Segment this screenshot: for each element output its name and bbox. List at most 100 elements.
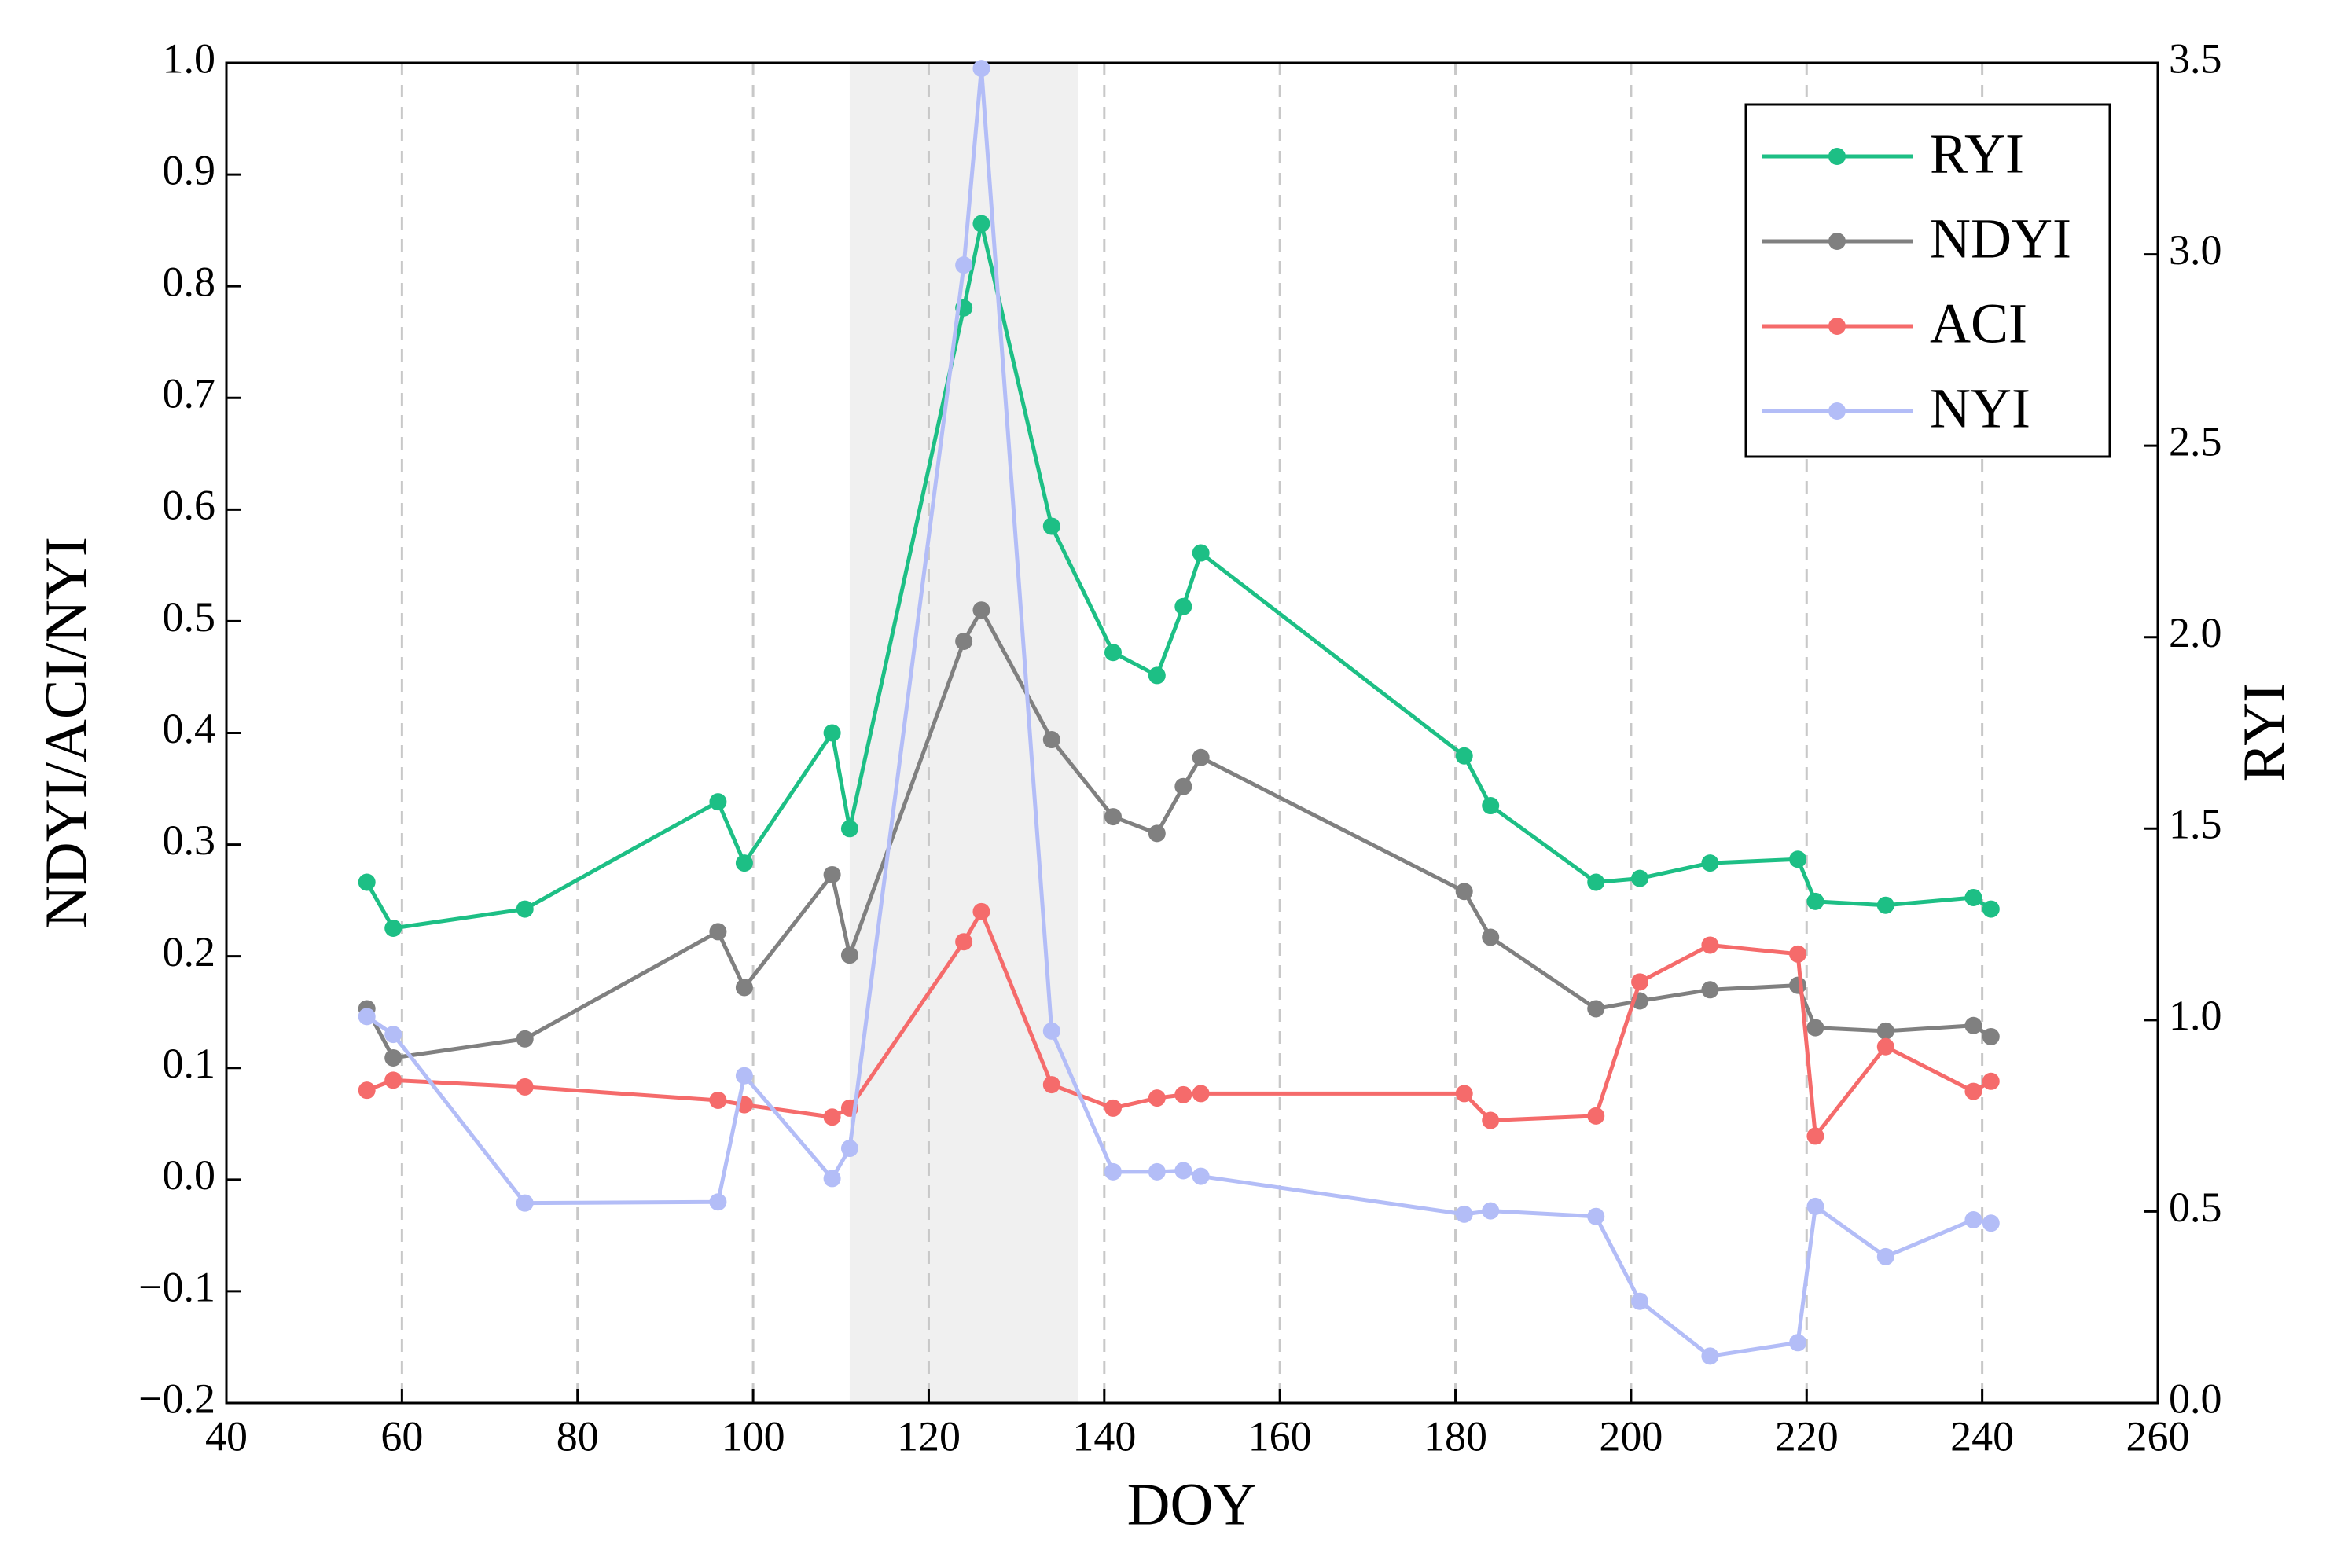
y2-tick-label: 1.5	[2169, 801, 2222, 848]
y2-tick-label: 0.5	[2169, 1184, 2222, 1231]
data-point	[1482, 928, 1500, 946]
data-point	[1587, 1107, 1605, 1125]
legend-marker	[1828, 148, 1846, 165]
x-tick-label: 60	[380, 1412, 423, 1460]
y2-tick-label: 2.5	[2169, 418, 2222, 465]
data-point	[955, 933, 973, 951]
data-point	[955, 632, 973, 650]
y-tick-label: 0.4	[163, 705, 216, 752]
data-point	[516, 1194, 534, 1212]
data-point	[1455, 1205, 1473, 1223]
series-line	[366, 909, 1993, 1138]
data-point	[840, 946, 858, 964]
x-tick-label: 40	[205, 1412, 248, 1460]
data-point	[709, 923, 727, 941]
data-point	[1192, 1085, 1210, 1103]
legend-marker	[1828, 233, 1846, 250]
data-point	[1876, 896, 1894, 914]
data-point	[384, 919, 402, 937]
data-point	[1042, 517, 1060, 535]
y-tick-label: 0.1	[163, 1040, 216, 1087]
data-point	[358, 1008, 376, 1026]
data-point	[1192, 544, 1210, 562]
legend-marker	[1828, 318, 1846, 335]
y-tick-label: 0.2	[163, 928, 216, 975]
legend-label: NYI	[1930, 377, 2030, 440]
data-point	[1701, 1347, 1719, 1365]
data-point	[1701, 981, 1719, 999]
x-axis-title: DOY	[1127, 1471, 1257, 1537]
legend-marker	[1828, 402, 1846, 420]
data-point	[1806, 892, 1824, 910]
data-point	[1631, 869, 1649, 887]
data-point	[735, 979, 753, 997]
data-point	[1876, 1022, 1894, 1040]
y-tick-label: 0.6	[163, 482, 216, 529]
data-point	[709, 1193, 727, 1211]
x-tick-label: 120	[897, 1412, 961, 1460]
data-point	[823, 1108, 841, 1126]
data-point	[1789, 945, 1807, 963]
y2-tick-label: 3.0	[2169, 226, 2222, 274]
data-point	[1701, 936, 1719, 954]
series-line	[365, 608, 1993, 1060]
data-point	[1174, 597, 1192, 615]
data-point	[384, 1048, 402, 1067]
data-point	[1982, 1214, 2000, 1232]
data-point	[1789, 1334, 1807, 1352]
data-point	[1964, 888, 1982, 906]
y2-tick-label: 0.0	[2169, 1375, 2222, 1422]
data-point	[516, 1030, 534, 1048]
data-point	[1192, 748, 1210, 766]
x-tick-label: 180	[1424, 1412, 1487, 1460]
y2-tick-label: 3.5	[2169, 35, 2222, 82]
data-point	[1876, 1037, 1894, 1056]
data-point	[1455, 1085, 1473, 1103]
x-tick-label: 260	[2126, 1412, 2190, 1460]
data-point	[1806, 1019, 1824, 1037]
data-point	[1964, 1082, 1982, 1100]
y-tick-label: 1.0	[163, 35, 216, 82]
y-axis-title: NDYI/ACI/NYI	[33, 537, 99, 928]
data-point	[972, 60, 990, 78]
data-point	[1587, 1207, 1605, 1225]
data-point	[358, 873, 376, 891]
data-point	[823, 724, 841, 742]
y2-tick-label: 2.0	[2169, 609, 2222, 656]
data-point	[1148, 666, 1166, 685]
data-point	[1482, 1202, 1500, 1220]
data-point	[1587, 873, 1605, 891]
data-point	[735, 1067, 753, 1085]
data-point	[955, 256, 973, 274]
legend-label: RYI	[1930, 123, 2024, 185]
data-point	[840, 820, 858, 838]
data-point	[1148, 1089, 1166, 1107]
data-point	[840, 1140, 858, 1158]
data-point	[1192, 1167, 1210, 1185]
data-point	[1104, 1099, 1122, 1117]
data-point	[1042, 1076, 1060, 1094]
data-point	[972, 902, 990, 920]
data-point	[1174, 1162, 1192, 1180]
data-point	[1104, 644, 1122, 662]
x-tick-label: 100	[722, 1412, 785, 1460]
y-tick-label: −0.1	[138, 1263, 215, 1310]
data-point	[709, 1091, 727, 1109]
data-point	[1806, 1127, 1824, 1145]
data-point	[358, 1081, 376, 1100]
data-point	[1042, 731, 1060, 749]
data-point	[1789, 976, 1807, 994]
y-tick-label: 0.3	[163, 817, 216, 864]
data-point	[516, 900, 534, 918]
data-point	[1174, 777, 1192, 795]
data-point	[972, 601, 990, 619]
x-tick-label: 80	[557, 1412, 599, 1460]
data-point	[1876, 1247, 1894, 1265]
y-tick-label: 0.7	[163, 370, 216, 417]
data-point	[1104, 808, 1122, 826]
data-point	[1982, 1027, 2000, 1045]
legend-label: NDYI	[1930, 207, 2071, 270]
data-point	[1455, 883, 1473, 901]
data-point	[972, 215, 990, 233]
